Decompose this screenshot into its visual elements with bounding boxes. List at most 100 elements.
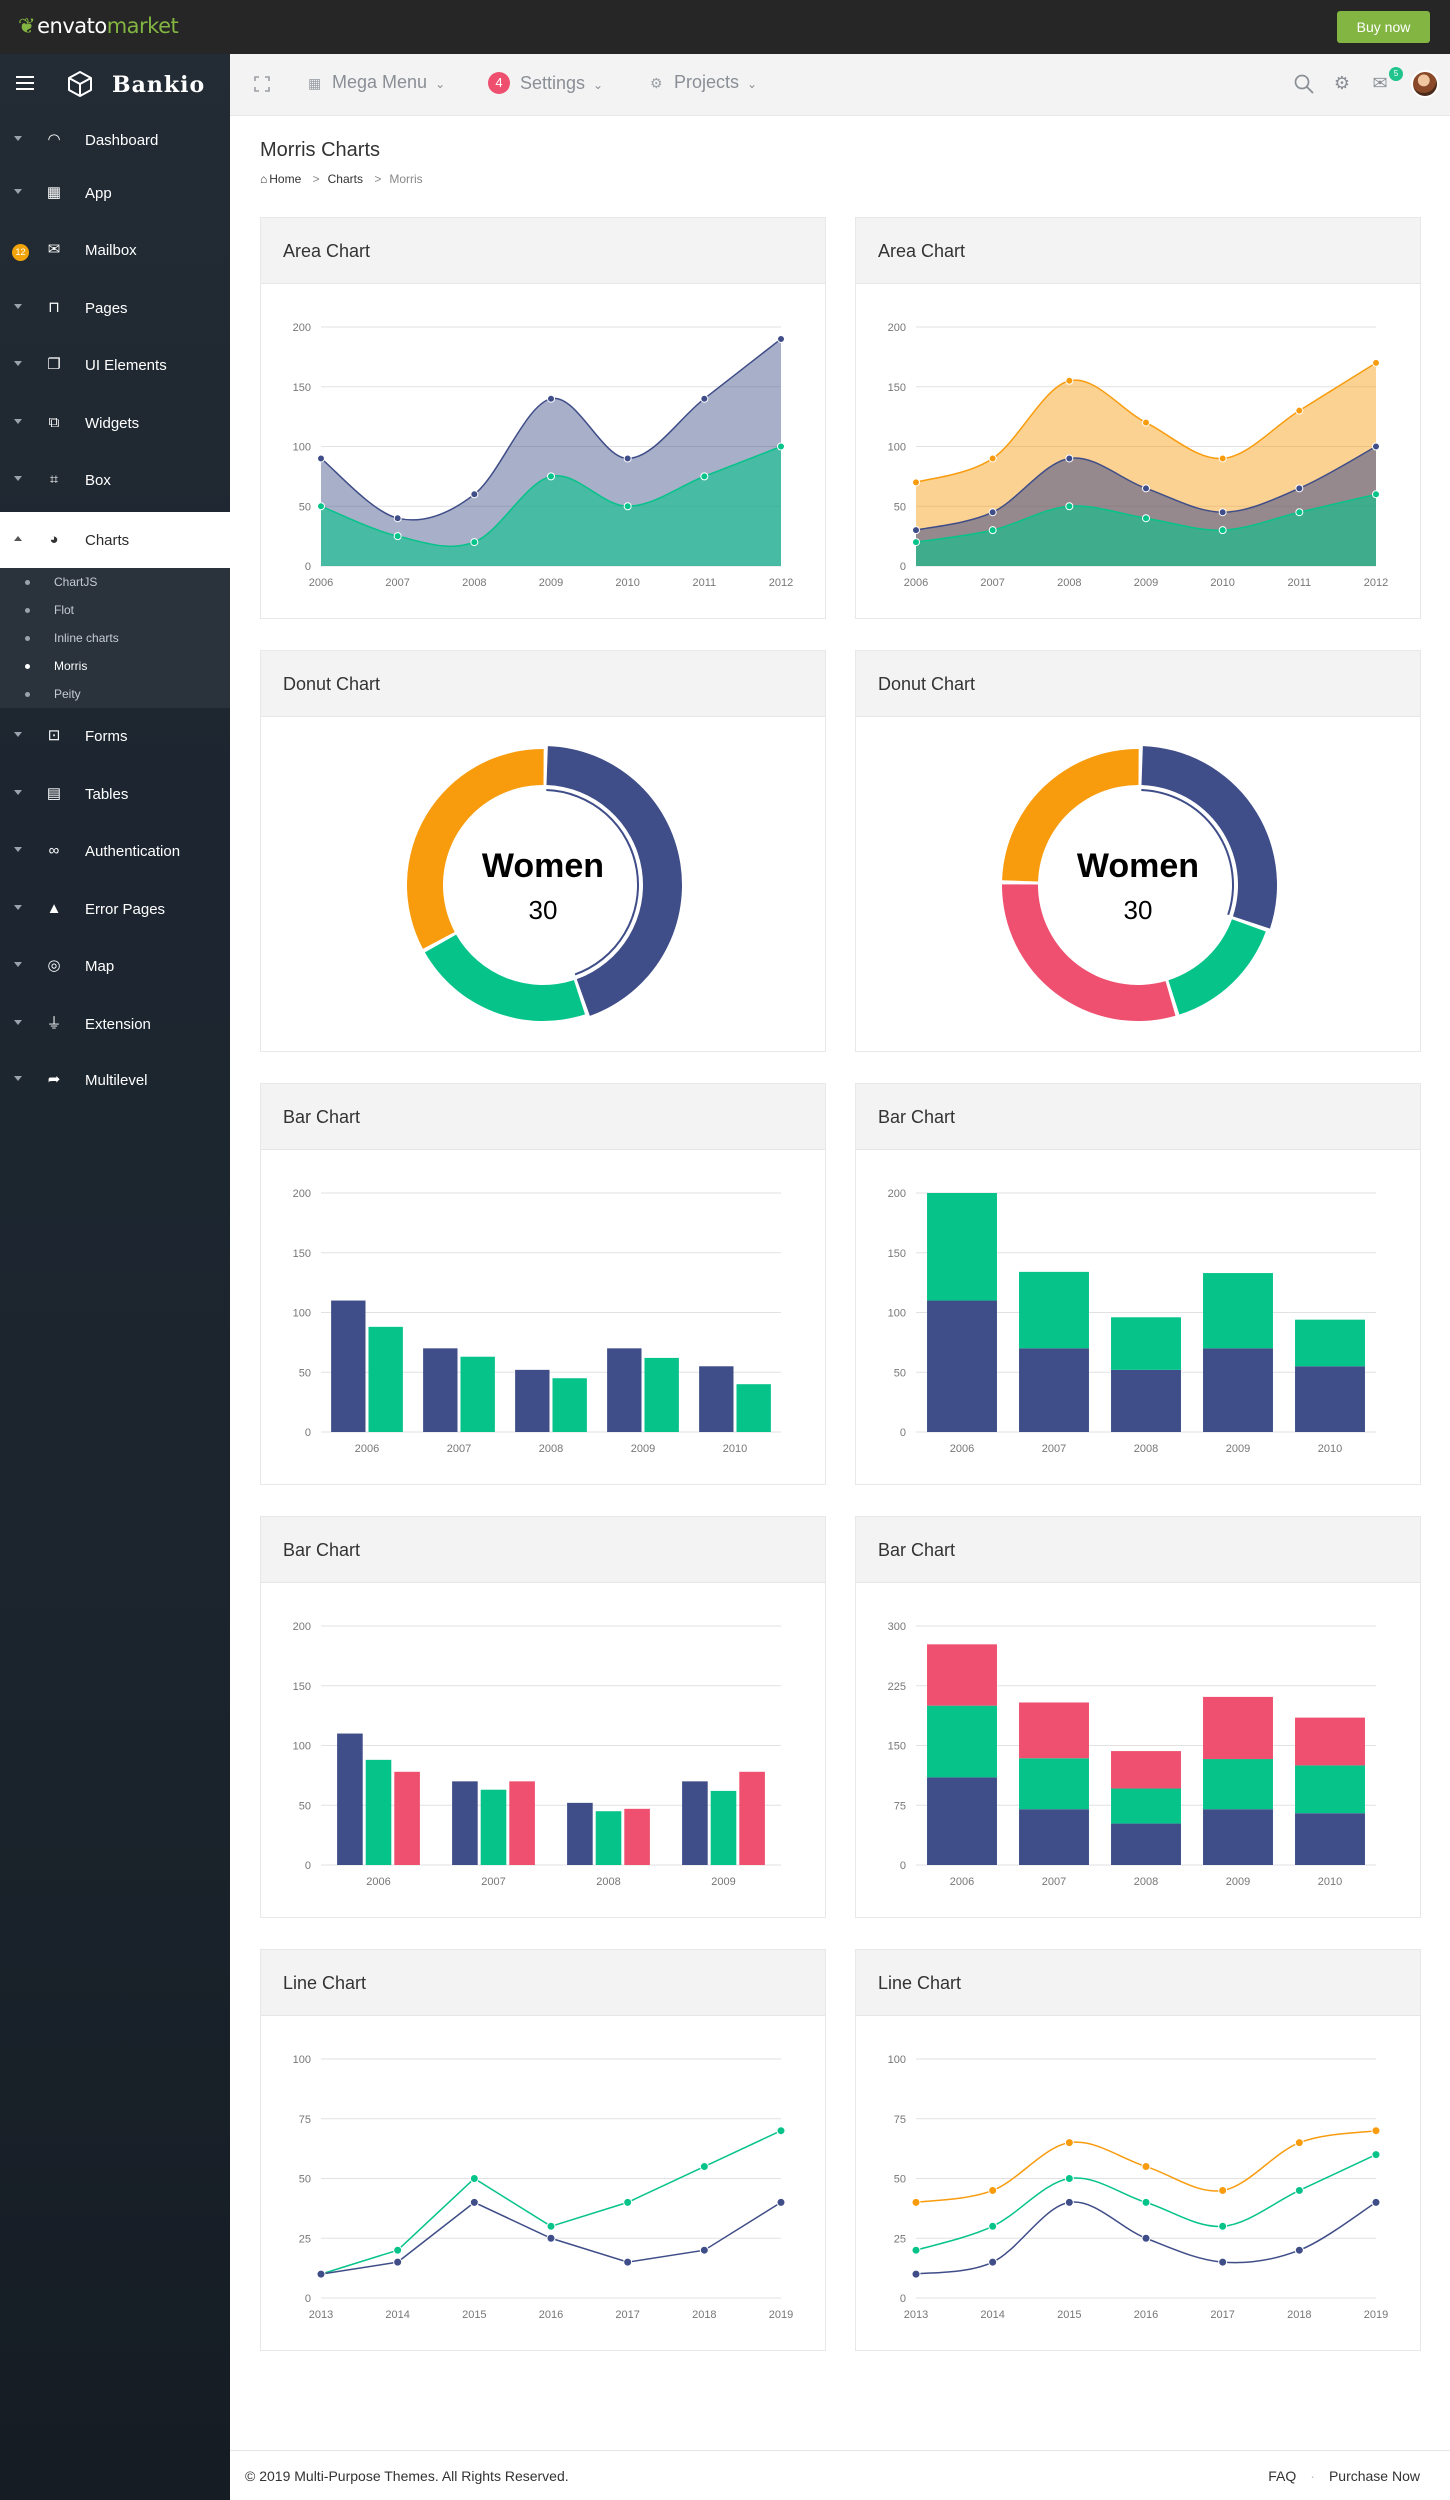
submenu-label: Inline charts: [54, 631, 119, 645]
bar: [1111, 1788, 1181, 1824]
data-point: [623, 454, 632, 463]
sidebar-item-mailbox[interactable]: 12 ✉ Mailbox: [0, 230, 230, 270]
breadcrumb-charts[interactable]: Charts: [327, 172, 363, 186]
data-point: [700, 394, 709, 403]
mail-icon[interactable]: ✉: [1372, 73, 1388, 93]
fullscreen-icon[interactable]: [254, 76, 270, 92]
data-point: [1372, 442, 1380, 451]
sidebar-item-forms[interactable]: ⊡ Forms: [0, 716, 230, 756]
sidebar-header: Bankio: [0, 54, 230, 116]
x-tick-label: 2019: [769, 2309, 793, 2321]
bullet-icon: [25, 608, 30, 613]
mega-menu-dropdown[interactable]: ▦ Mega Menu ⌄: [308, 72, 445, 98]
sidebar-item-authentication[interactable]: ∞ Authentication: [0, 831, 230, 871]
data-point: [1294, 2245, 1304, 2255]
data-point: [317, 454, 325, 463]
bar: [739, 1771, 765, 1865]
chevron-down-icon: [14, 905, 22, 910]
data-point: [988, 2221, 998, 2231]
brand-name[interactable]: Bankio: [112, 72, 206, 98]
area-chart-card-1: Area Chart 0 50 100 150 200 2006 2007 2008 2009 2…: [260, 217, 826, 619]
y-tick-label: 200: [888, 322, 906, 334]
purchase-now-link[interactable]: Purchase Now: [1328, 2468, 1420, 2484]
faq-link[interactable]: FAQ: [1268, 2468, 1297, 2484]
submenu-item-flot[interactable]: Flot: [0, 596, 230, 624]
bar: [1203, 1809, 1273, 1865]
settings-dropdown[interactable]: 4 Settings ⌄: [488, 72, 603, 98]
sidebar-item-ui-elements[interactable]: ❐ UI Elements: [0, 345, 230, 385]
data-point: [1218, 454, 1227, 463]
x-tick-label: 2008: [539, 1443, 563, 1455]
envato-logo[interactable]: ❦envatomarket: [18, 14, 179, 38]
area-fill: [916, 494, 1376, 566]
hamburger-menu-icon[interactable]: [16, 76, 34, 90]
y-tick-label: 75: [299, 2114, 311, 2126]
bar: [337, 1733, 363, 1865]
card-header: Area Chart: [856, 218, 1420, 284]
data-point: [316, 2269, 326, 2279]
sidebar-item-label: Pages: [85, 300, 128, 317]
y-tick-label: 100: [888, 1308, 906, 1320]
data-point: [699, 2245, 709, 2255]
data-point: [547, 472, 555, 481]
sidebar-item-extension[interactable]: ⏚ Extension: [0, 1004, 230, 1044]
card-header: Area Chart: [261, 218, 825, 284]
sidebar-item-multilevel[interactable]: ➦ Multilevel: [0, 1060, 230, 1100]
x-tick-label: 2015: [462, 2309, 486, 2321]
data-point: [1142, 484, 1150, 493]
donut-chart-1: Women 30: [407, 746, 682, 1021]
data-point: [988, 508, 997, 517]
data-point: [1372, 490, 1380, 499]
sidebar-item-charts[interactable]: ◕ Charts: [0, 512, 230, 568]
y-tick-label: 50: [894, 501, 906, 513]
data-point: [1064, 2138, 1074, 2148]
x-tick-label: 2007: [1042, 1876, 1066, 1888]
dashboard-icon: ◠: [47, 131, 61, 148]
y-tick-label: 100: [293, 1308, 311, 1320]
buy-now-button[interactable]: Buy now: [1337, 11, 1430, 43]
search-icon[interactable]: [1293, 73, 1315, 95]
submenu-item-peity[interactable]: Peity: [0, 680, 230, 708]
x-tick-label: 2018: [692, 2309, 716, 2321]
data-point: [393, 2245, 403, 2255]
sidebar-item-app[interactable]: ▦ App: [0, 173, 230, 213]
sidebar-item-label: Tables: [85, 786, 129, 803]
sidebar-item-pages[interactable]: ⊓ Pages: [0, 288, 230, 328]
sidebar-item-label: Widgets: [85, 415, 140, 432]
y-tick-label: 200: [293, 322, 311, 334]
data-point: [1142, 418, 1150, 427]
box-icon: ⌗: [49, 471, 59, 488]
submenu-item-inline-charts[interactable]: Inline charts: [0, 624, 230, 652]
data-point: [1371, 2126, 1381, 2136]
y-tick-label: 0: [900, 2293, 906, 2305]
x-tick-label: 2006: [904, 577, 928, 589]
donut-highlight-ring: [546, 789, 639, 976]
sidebar-item-tables[interactable]: ▤ Tables: [0, 774, 230, 814]
plug-icon: ⏚: [46, 1015, 62, 1032]
bar: [607, 1348, 642, 1432]
donut-center-label: Women: [482, 847, 604, 885]
gear-icon[interactable]: ⚙: [1333, 73, 1351, 93]
submenu-item-morris[interactable]: Morris: [0, 652, 230, 680]
bar: [927, 1193, 997, 1301]
bar: [699, 1366, 734, 1432]
submenu-item-chartjs[interactable]: ChartJS: [0, 568, 230, 596]
sidebar-item-label: Forms: [85, 728, 128, 745]
sidebar-item-map[interactable]: ◎ Map: [0, 946, 230, 986]
sidebar-item-box[interactable]: ⌗ Box: [0, 460, 230, 500]
x-tick-label: 2006: [950, 1443, 974, 1455]
sidebar-item-widgets[interactable]: ⧉ Widgets: [0, 403, 230, 443]
sidebar-item-dashboard[interactable]: ◠ Dashboard: [0, 120, 230, 160]
data-point: [623, 2257, 633, 2267]
data-point: [469, 2197, 479, 2207]
avatar[interactable]: [1411, 70, 1439, 98]
x-tick-label: 2013: [309, 2309, 333, 2321]
sidebar-item-error-pages[interactable]: ▲ Error Pages: [0, 889, 230, 929]
donut-slice: [1002, 749, 1139, 882]
y-tick-label: 300: [888, 1621, 906, 1633]
area-fill: [321, 446, 781, 566]
data-point: [623, 2197, 633, 2207]
breadcrumb-home[interactable]: Home: [269, 172, 302, 186]
mega-menu-label: Mega Menu: [332, 72, 428, 92]
projects-dropdown[interactable]: ⚙ Projects ⌄: [650, 72, 757, 98]
